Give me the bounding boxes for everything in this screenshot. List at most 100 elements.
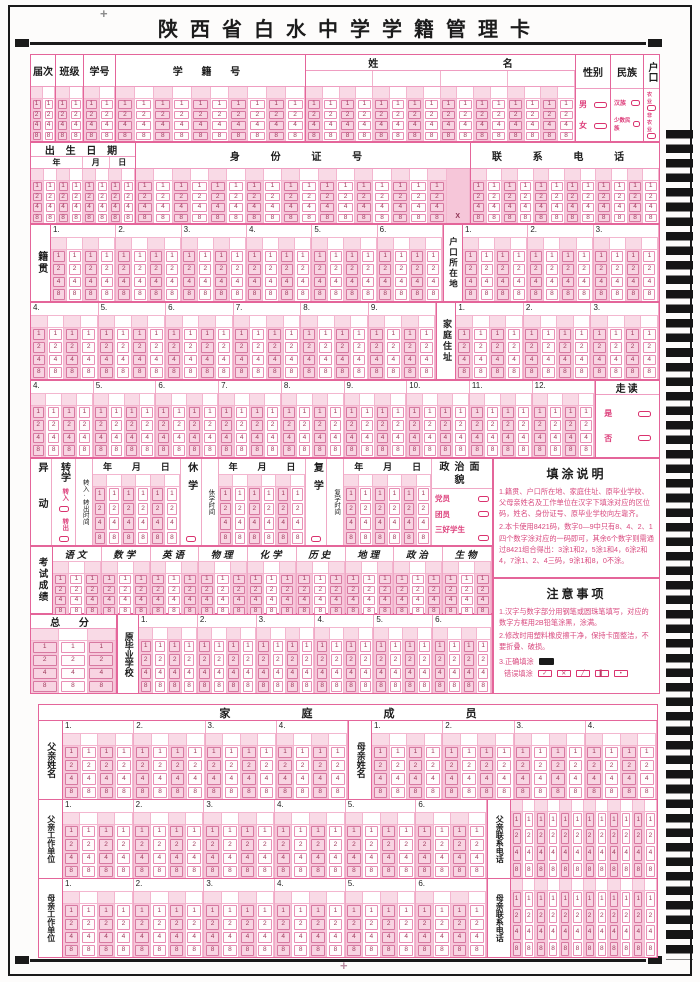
bubble-8[interactable]: 8 — [374, 131, 388, 140]
write-cell[interactable] — [541, 87, 558, 99]
bubble-4[interactable]: 4 — [170, 852, 184, 864]
bubble-4[interactable]: 4 — [545, 276, 558, 288]
bubble-4[interactable]: 4 — [622, 846, 631, 861]
bubble-4[interactable]: 4 — [457, 354, 471, 366]
bubble-4[interactable]: 4 — [70, 596, 83, 605]
write-cell[interactable] — [373, 169, 391, 181]
write-cell[interactable] — [148, 238, 164, 250]
bubble-1[interactable]: 1 — [199, 641, 210, 653]
bubble-4[interactable]: 4 — [296, 276, 309, 288]
bubble-1[interactable]: 1 — [426, 747, 440, 759]
bubble-8[interactable]: 8 — [474, 367, 488, 378]
bubble-2[interactable]: 2 — [97, 192, 107, 201]
bubble-1[interactable]: 1 — [126, 407, 138, 418]
bubble-4[interactable]: 4 — [205, 931, 220, 943]
bubble-1[interactable]: 1 — [324, 100, 338, 109]
bubble-1[interactable]: 1 — [580, 407, 592, 418]
bubble-1[interactable]: 1 — [285, 329, 298, 340]
bubble-4[interactable]: 4 — [424, 432, 436, 444]
bubble-8[interactable]: 8 — [393, 213, 408, 222]
bubble-2[interactable]: 2 — [345, 263, 359, 275]
bubble-4[interactable]: 4 — [425, 121, 438, 130]
write-cell[interactable] — [355, 169, 373, 181]
bubble-8[interactable]: 8 — [60, 681, 86, 692]
bubble-1[interactable]: 1 — [205, 905, 220, 917]
write-cell[interactable] — [377, 238, 393, 250]
bubble-1[interactable]: 1 — [223, 905, 237, 917]
bubble-1[interactable]: 1 — [568, 747, 583, 759]
write-cell[interactable] — [358, 475, 373, 487]
bubble-8[interactable]: 8 — [517, 445, 530, 456]
bubble-8[interactable]: 8 — [133, 367, 146, 378]
write-cell[interactable] — [87, 629, 115, 641]
bubble-2[interactable]: 2 — [476, 585, 489, 594]
bubble-8[interactable]: 8 — [526, 131, 539, 140]
bubble-8[interactable]: 8 — [311, 865, 325, 878]
bubble-1[interactable]: 1 — [32, 100, 41, 109]
bubble-8[interactable]: 8 — [155, 131, 171, 140]
bubble-4[interactable]: 4 — [314, 432, 326, 444]
write-cell[interactable] — [620, 879, 632, 892]
bubble-4[interactable]: 4 — [285, 354, 298, 366]
bubble-4[interactable]: 4 — [573, 846, 582, 861]
bubble-1[interactable]: 1 — [382, 905, 396, 917]
bubble-4[interactable]: 4 — [64, 931, 78, 943]
write-cell[interactable] — [256, 812, 274, 825]
write-cell[interactable] — [625, 238, 641, 250]
bubble-8[interactable]: 8 — [609, 862, 619, 878]
bubble-2[interactable]: 2 — [566, 192, 579, 201]
bubble-8[interactable]: 8 — [57, 131, 67, 140]
bubble-1[interactable]: 1 — [472, 182, 485, 191]
bubble-4[interactable]: 4 — [258, 667, 269, 679]
bubble-2[interactable]: 2 — [311, 839, 325, 851]
bubble-1[interactable]: 1 — [611, 251, 624, 262]
bubble-1[interactable]: 1 — [204, 407, 216, 418]
bubble-4[interactable]: 4 — [408, 773, 423, 785]
bubble-4[interactable]: 4 — [597, 925, 606, 940]
bubble-4[interactable]: 4 — [193, 121, 209, 130]
bubble-4[interactable]: 4 — [526, 121, 539, 130]
write-cell[interactable] — [641, 238, 657, 250]
write-cell[interactable] — [204, 892, 221, 905]
write-cell[interactable] — [596, 879, 608, 892]
bubble-2[interactable]: 2 — [216, 585, 229, 594]
bubble-8[interactable]: 8 — [311, 944, 325, 957]
bubble-1[interactable]: 1 — [411, 182, 426, 191]
bubble-2[interactable]: 2 — [512, 263, 525, 275]
bubble-8[interactable]: 8 — [293, 944, 308, 957]
bubble-8[interactable]: 8 — [622, 862, 631, 878]
bubble-1[interactable]: 1 — [135, 825, 149, 838]
bubble-4[interactable]: 4 — [169, 667, 180, 679]
write-cell[interactable] — [275, 892, 292, 905]
bubble-4[interactable]: 4 — [549, 925, 558, 940]
bubble-2[interactable]: 2 — [167, 341, 181, 353]
write-cell[interactable] — [227, 169, 245, 181]
bubble-1[interactable]: 1 — [454, 407, 467, 418]
bubble-4[interactable]: 4 — [137, 517, 149, 530]
write-cell[interactable] — [624, 316, 641, 328]
bubble-2[interactable]: 2 — [429, 192, 445, 201]
bubble-4[interactable]: 4 — [78, 432, 91, 444]
write-cell[interactable] — [447, 628, 462, 640]
bubble-4[interactable]: 4 — [117, 276, 130, 288]
bubble-1[interactable]: 1 — [295, 747, 310, 759]
bubble-8[interactable]: 8 — [613, 213, 626, 222]
bubble-1[interactable]: 1 — [646, 812, 655, 828]
bubble-2[interactable]: 2 — [597, 192, 610, 201]
write-cell[interactable] — [219, 394, 234, 406]
write-cell[interactable] — [151, 734, 169, 746]
bubble-1[interactable]: 1 — [420, 329, 433, 340]
bubble-2[interactable]: 2 — [524, 829, 533, 845]
bubble-4[interactable]: 4 — [166, 276, 179, 288]
bubble-4[interactable]: 4 — [357, 121, 371, 130]
bubble-2[interactable]: 2 — [502, 419, 514, 431]
bubble-1[interactable]: 1 — [347, 905, 361, 917]
bubble-4[interactable]: 4 — [360, 667, 371, 679]
write-cell[interactable] — [96, 169, 108, 181]
bubble-8[interactable]: 8 — [149, 367, 163, 378]
bubble-1[interactable]: 1 — [307, 100, 321, 109]
bubble-1[interactable]: 1 — [95, 407, 107, 418]
write-cell[interactable] — [573, 316, 590, 328]
bubble-8[interactable]: 8 — [417, 865, 432, 878]
bubble-2[interactable]: 2 — [375, 654, 387, 666]
